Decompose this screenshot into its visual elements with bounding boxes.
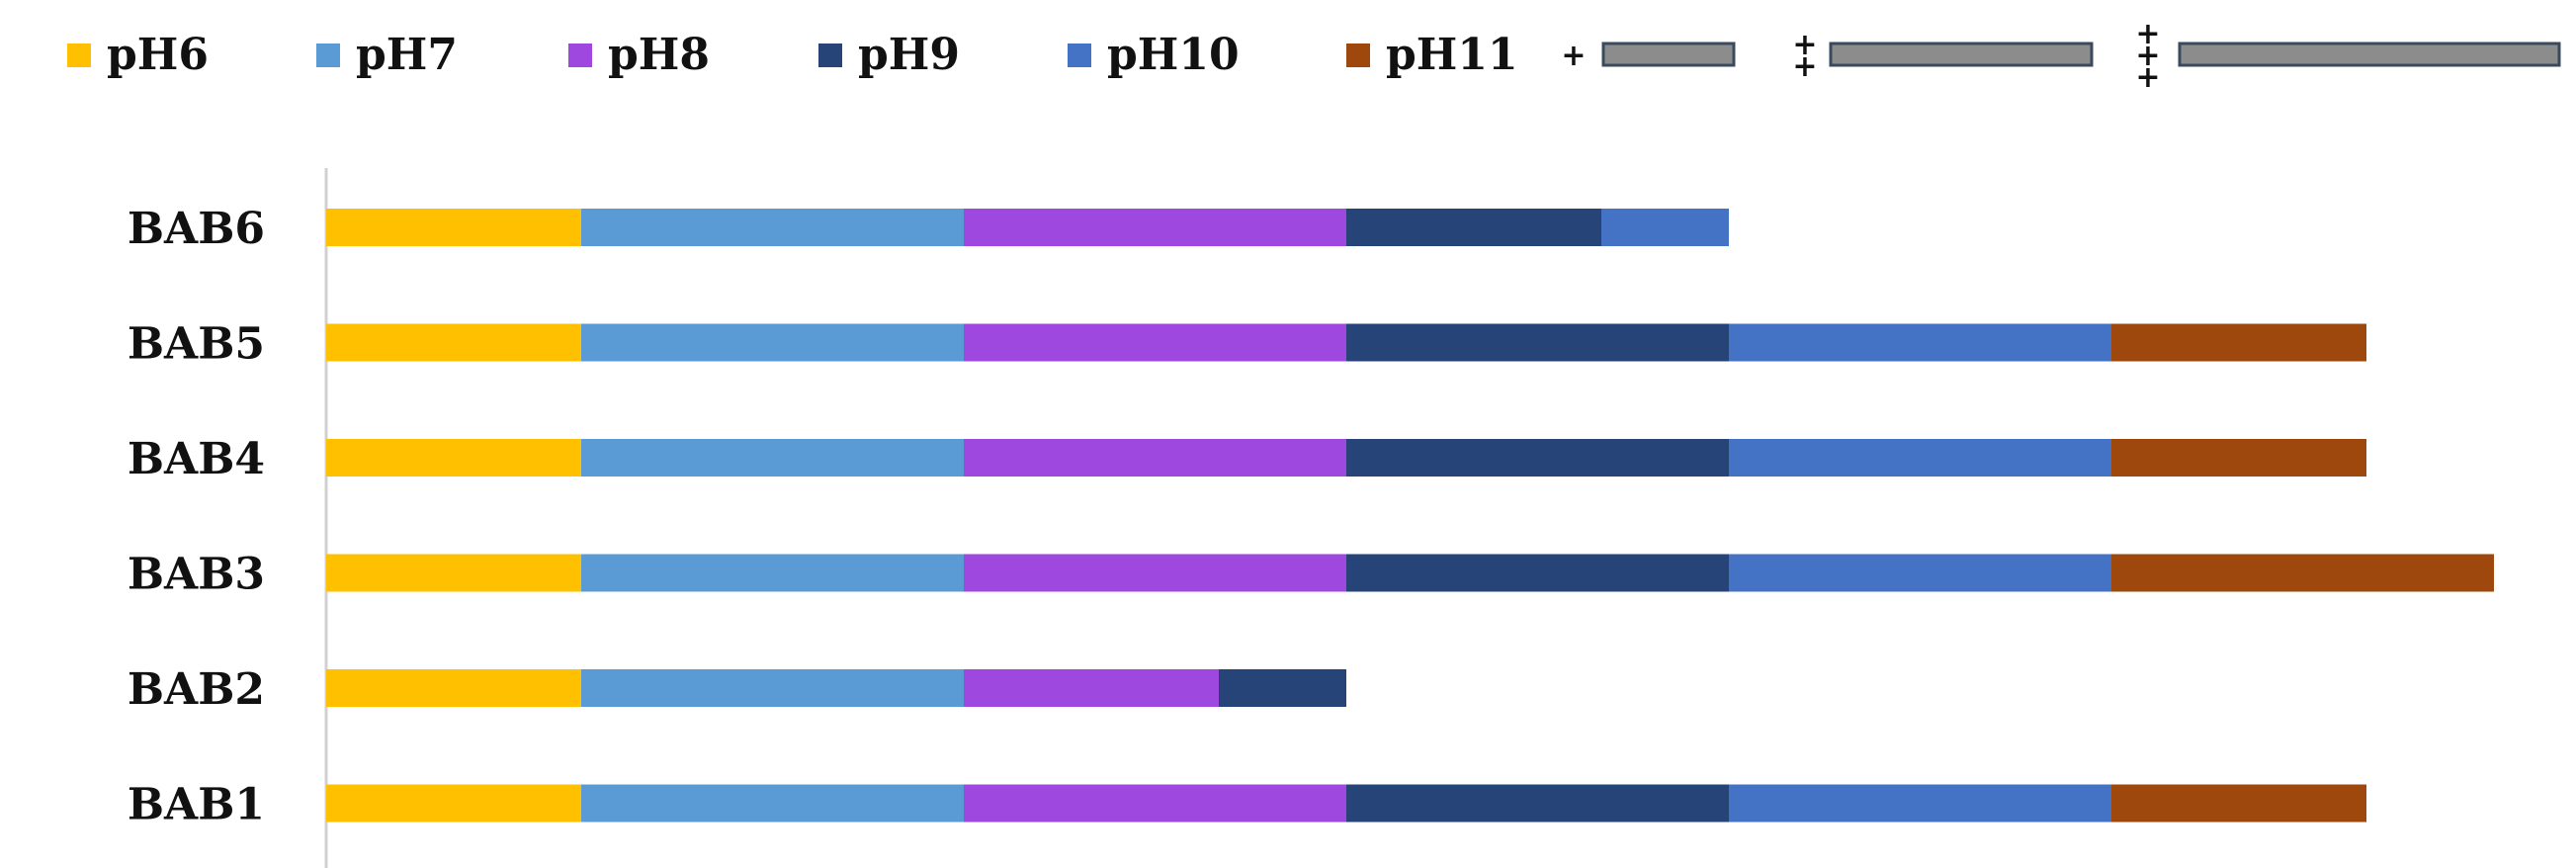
bar-bab5-ph7 xyxy=(581,323,964,362)
plus-mark: + xyxy=(2135,39,2160,73)
legend-swatch-ph11 xyxy=(1346,43,1370,67)
legend-label-ph9: pH9 xyxy=(858,30,960,80)
bar-bab1-ph7 xyxy=(581,784,964,823)
legend-label-ph7: pH7 xyxy=(356,30,458,80)
bar-bab3-ph10 xyxy=(1729,554,2111,592)
bar-bab6-ph7 xyxy=(581,209,964,246)
significance-key-bar-1 xyxy=(1601,42,1736,67)
bar-bab4-ph6 xyxy=(326,439,581,477)
category-label-bab1: BAB1 xyxy=(128,780,265,830)
legend-label-ph11: pH11 xyxy=(1386,30,1518,80)
bar-bab5-ph11 xyxy=(2111,323,2366,362)
category-label-bab5: BAB5 xyxy=(128,319,265,370)
bar-bab5-ph8 xyxy=(964,323,1346,362)
bar-bab3-ph9 xyxy=(1346,554,1729,592)
bar-row-bab3 xyxy=(326,554,2494,592)
bar-bab4-ph10 xyxy=(1729,439,2111,477)
legend-swatch-ph6 xyxy=(67,43,91,67)
bar-bab1-ph11 xyxy=(2111,784,2366,823)
legend-swatch-ph8 xyxy=(568,43,592,67)
legend-swatch-ph7 xyxy=(316,43,340,67)
bar-bab1-ph9 xyxy=(1346,784,1729,823)
significance-key: + +++++ xyxy=(1561,17,2561,95)
bar-bab6-ph8 xyxy=(964,209,1346,246)
legend-label-ph6: pH6 xyxy=(107,30,209,80)
bar-bab4-ph8 xyxy=(964,439,1346,477)
bar-row-bab1 xyxy=(326,784,2366,823)
bar-bab4-ph7 xyxy=(581,439,964,477)
plus-mark: + xyxy=(2135,60,2160,95)
legend: pH6 pH7 pH8 pH9 pH10 pH11 xyxy=(67,30,1518,80)
bar-bab1-ph10 xyxy=(1729,784,2111,823)
bar-bab2-ph8 xyxy=(964,669,1219,707)
plus-mark: + xyxy=(1792,28,1817,62)
bar-bab1-ph8 xyxy=(964,784,1346,823)
bar-bab1-ph6 xyxy=(326,784,581,823)
bar-row-bab2 xyxy=(326,669,1346,707)
bar-bab5-ph10 xyxy=(1729,323,2111,362)
bar-bab6-ph6 xyxy=(326,209,581,246)
plot-area xyxy=(326,209,2494,823)
bar-row-bab4 xyxy=(326,439,2366,477)
bar-bab3-ph8 xyxy=(964,554,1346,592)
bar-bab6-ph10 xyxy=(1601,209,1729,246)
bar-bab5-ph9 xyxy=(1346,323,1729,362)
bar-bab4-ph9 xyxy=(1346,439,1729,477)
category-label-bab3: BAB3 xyxy=(128,550,265,600)
bar-bab3-ph7 xyxy=(581,554,964,592)
significance-key-item-1: + xyxy=(1561,39,1736,73)
plus-mark: + xyxy=(2135,17,2160,51)
legend-label-ph8: pH8 xyxy=(608,30,710,80)
category-labels: BAB6 BAB5 BAB4 BAB3 BAB2 BAB1 xyxy=(128,204,265,830)
legend-label-ph10: pH10 xyxy=(1107,30,1240,80)
bar-bab3-ph6 xyxy=(326,554,581,592)
plus-mark: + xyxy=(1561,39,1586,73)
bar-bab2-ph9 xyxy=(1219,669,1346,707)
legend-swatch-ph10 xyxy=(1068,43,1091,67)
significance-key-item-3: +++ xyxy=(2135,17,2561,95)
bar-bab2-ph6 xyxy=(326,669,581,707)
bar-bab6-ph9 xyxy=(1346,209,1601,246)
bar-bab5-ph6 xyxy=(326,323,581,362)
bar-bab3-ph11 xyxy=(2111,554,2494,592)
category-label-bab4: BAB4 xyxy=(128,434,265,484)
significance-key-bar-3 xyxy=(2178,42,2561,67)
bar-bab2-ph7 xyxy=(581,669,964,707)
bar-row-bab5 xyxy=(326,323,2366,362)
bar-bab4-ph11 xyxy=(2111,439,2366,477)
plus-mark: + xyxy=(1792,49,1817,84)
significance-key-bar-2 xyxy=(1829,42,2094,67)
significance-key-item-2: ++ xyxy=(1792,28,2094,84)
category-label-bab6: BAB6 xyxy=(128,204,265,254)
legend-swatch-ph9 xyxy=(818,43,842,67)
bar-row-bab6 xyxy=(326,209,1729,246)
category-label-bab2: BAB2 xyxy=(128,664,265,715)
